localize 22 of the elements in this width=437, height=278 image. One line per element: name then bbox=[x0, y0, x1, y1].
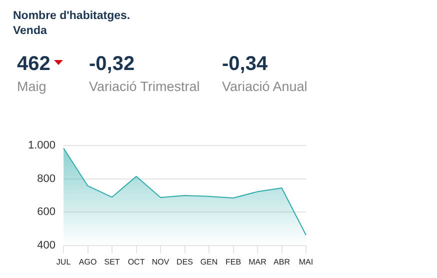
x-tick-label: ABR bbox=[274, 257, 290, 266]
text: 462 bbox=[17, 53, 50, 75]
x-tick-label: GEN bbox=[200, 257, 218, 266]
text: Variació Anual bbox=[222, 78, 308, 96]
x-tick-label: FEB bbox=[225, 257, 242, 266]
chart-title: Nombre d'habitatges. Venda bbox=[13, 9, 132, 39]
x-tick-label: MAR bbox=[248, 257, 267, 266]
x-tick-label: MAI bbox=[298, 257, 314, 266]
x-tick-label: SET bbox=[104, 257, 120, 266]
y-tick-label: 600 bbox=[37, 206, 56, 218]
y-tick-label: 400 bbox=[37, 239, 56, 252]
x-tick-label: NOV bbox=[152, 257, 170, 266]
x-tick-label: OCT bbox=[128, 257, 145, 266]
x-tick-label: DES bbox=[176, 257, 193, 266]
text: -0,32 bbox=[89, 53, 135, 75]
text: -0,34 bbox=[222, 53, 268, 75]
x-tick-label: JUL bbox=[56, 257, 72, 266]
x-tick-label: AGO bbox=[78, 257, 97, 266]
y-tick-label: 800 bbox=[37, 172, 56, 185]
text: Maig bbox=[17, 78, 48, 96]
y-tick-label: 1.000 bbox=[28, 140, 56, 152]
text: Variació Trimestral bbox=[89, 78, 200, 96]
